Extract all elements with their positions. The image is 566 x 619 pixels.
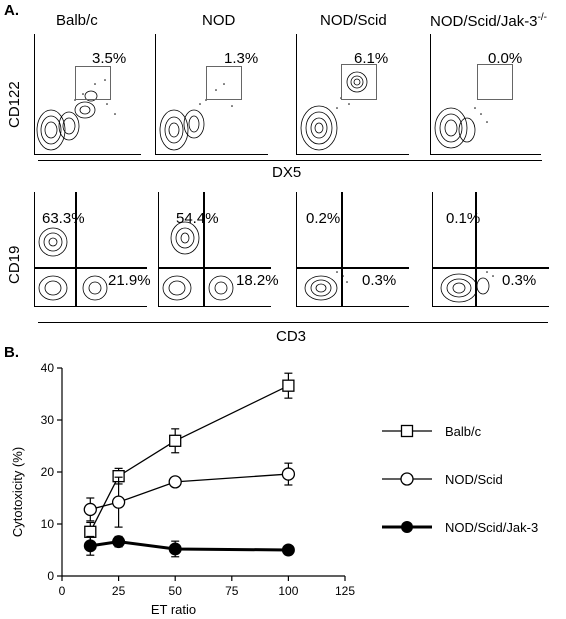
x-tick-label: 125	[335, 584, 355, 598]
contour-r1-nod-scid	[300, 71, 368, 151]
point-nod-scid-jak-3	[168, 542, 182, 556]
y-tick-label: 10	[41, 517, 55, 531]
point-nod-scid-jak-3	[112, 535, 126, 549]
panel-a-letter: A.	[4, 2, 19, 19]
x-tick-label: 25	[112, 584, 126, 598]
contour-r2-balbc	[38, 227, 108, 301]
y-tick-label: 40	[41, 361, 55, 375]
panel-b-letter: B.	[4, 344, 19, 361]
point-nod-scid-jak-3	[281, 543, 295, 557]
y-axis-label: Cytotoxicity (%)	[10, 447, 25, 537]
pct-lr-r2-nod-scid: 0.3%	[362, 272, 397, 289]
contour-r2-nod-scid	[304, 271, 348, 301]
cytotoxicity-chart: 0 25 50 75 100 125 0 10 20 30 40 ET ratio Cytotoxici…	[10, 361, 538, 617]
gate-r1-nod-scid-jak3	[477, 64, 513, 100]
strain-superscript: -/-	[537, 12, 547, 23]
contour-r2-nod	[162, 221, 234, 301]
quadrant-v-r2-nod-scid-jak3	[475, 192, 477, 306]
y-tick-label: 20	[41, 465, 55, 479]
pct-ul-r2-nod-scid: 0.2%	[306, 210, 341, 227]
contour-r1-nod	[159, 83, 233, 151]
fcs-plot-r1-nod	[155, 34, 268, 155]
row1-xlabel: DX5	[272, 164, 302, 181]
quadrant-v-r2-nod-scid	[341, 192, 343, 306]
x-tick-label: 0	[59, 584, 66, 598]
x-axis-label: ET ratio	[151, 602, 196, 617]
pct-ul-r2-nod: 54.4%	[176, 210, 219, 227]
pct-ul-r2-nod-scid-jak3: 0.1%	[446, 210, 481, 227]
pct-ul-r2-balbc: 63.3%	[42, 210, 85, 227]
point-nod-scid-jak-3	[83, 539, 97, 553]
fcs-plot-r1-balbc	[34, 34, 141, 155]
y-tick-label: 0	[47, 569, 54, 583]
strain-label-nod-scid-jak3: NOD/Scid/Jak-3-/-	[430, 12, 547, 30]
fcs-plot-r1-nod-scid-jak3	[430, 34, 541, 155]
strain-label-balbc: Balb/c	[56, 12, 98, 29]
pct-r1-balbc: 3.5%	[92, 50, 127, 67]
row2-ylabel: CD19	[6, 245, 23, 284]
strain-label-jak3-text: NOD/Scid/Jak-3	[430, 13, 538, 30]
row2-xlabel: CD3	[276, 328, 307, 345]
pct-lr-r2-nod: 18.2%	[236, 272, 279, 289]
point-balb-c	[84, 525, 97, 538]
legend-marker-nod-scid	[400, 472, 414, 486]
x-tick-label: 100	[278, 584, 298, 598]
quadrant-h-r2-balbc	[35, 267, 147, 269]
cd3-underline	[38, 322, 548, 323]
pct-r1-nod: 1.3%	[224, 50, 259, 67]
quadrant-h-r2-nod-scid-jak3	[433, 267, 549, 269]
legend-label-nod-scid-jak-3: NOD/Scid/Jak-3	[445, 520, 538, 535]
point-nod-scid	[281, 467, 296, 481]
dx5-underline	[38, 160, 542, 161]
fcs-plot-r1-nod-scid	[296, 34, 409, 155]
point-nod-scid	[168, 475, 182, 489]
fcs-plot-r2-nod-scid-jak3	[432, 192, 549, 307]
contour-r1-nod-scid-jak3	[434, 107, 488, 149]
point-nod-scid	[111, 495, 126, 509]
series-line-nod-scid-jak-3	[90, 540, 289, 552]
strain-label-nod: NOD	[202, 12, 236, 29]
row1-ylabel: CD122	[6, 81, 23, 128]
point-nod-scid	[83, 502, 97, 517]
fcs-plot-r2-nod	[158, 192, 271, 307]
quadrant-v-r2-nod	[203, 192, 205, 306]
fcs-plot-r2-nod-scid	[296, 192, 409, 307]
contour-r2-nod-scid-jak3	[440, 271, 494, 303]
series-line-nod-scid	[90, 473, 289, 511]
fcs-plot-r2-balbc	[34, 192, 147, 307]
pct-lr-r2-nod-scid-jak3: 0.3%	[502, 272, 537, 289]
point-balb-c	[282, 379, 295, 392]
x-tick-label: 75	[225, 584, 239, 598]
pct-r1-nod-scid: 6.1%	[354, 50, 389, 67]
contour-r1-balbc	[36, 79, 116, 151]
legend-marker-nod-scid-jak-3	[401, 521, 413, 533]
legend-label-nod-scid: NOD/Scid	[445, 472, 503, 487]
quadrant-v-r2-balbc	[75, 192, 77, 306]
pct-r1-nod-scid-jak3: 0.0%	[488, 50, 523, 67]
point-balb-c	[169, 434, 182, 447]
x-tick-label: 50	[169, 584, 183, 598]
quadrant-h-r2-nod	[159, 267, 271, 269]
y-tick-label: 30	[41, 413, 55, 427]
quadrant-h-r2-nod-scid	[297, 267, 409, 269]
legend-label-balb-c: Balb/c	[445, 424, 482, 439]
legend-marker-balb-c	[400, 424, 414, 438]
gate-r1-nod-scid	[341, 64, 377, 100]
gate-r1-nod	[206, 66, 242, 100]
series-line-balb-c	[89, 385, 289, 533]
pct-lr-r2-balbc: 21.9%	[108, 272, 151, 289]
gate-r1-balbc	[75, 66, 111, 100]
strain-label-nod-scid: NOD/Scid	[320, 12, 387, 29]
